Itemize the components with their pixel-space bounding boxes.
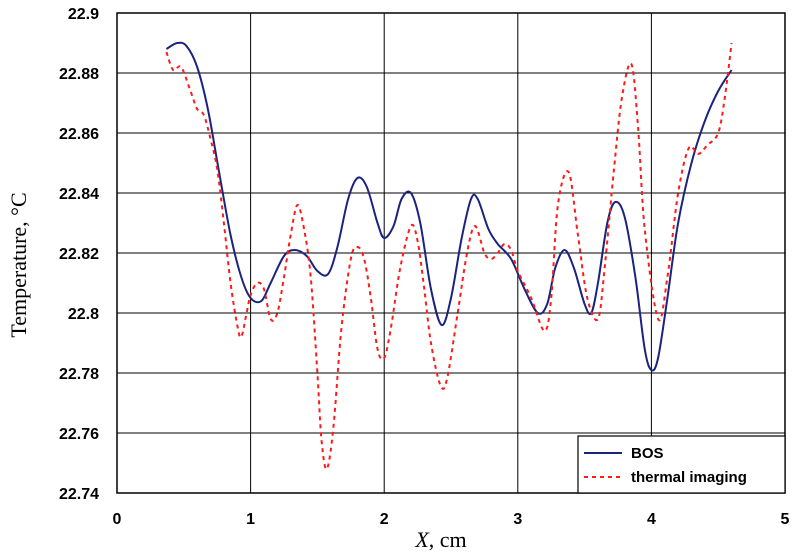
legend-label-bos: BOS — [631, 445, 664, 462]
x-tick-label: 2 — [380, 511, 389, 528]
y-tick-label: 22.9 — [68, 6, 99, 23]
x-tick-label: 0 — [113, 511, 122, 528]
y-tick-label: 22.74 — [59, 486, 99, 503]
x-axis-title: X, cm — [414, 527, 466, 552]
legend-box — [577, 435, 786, 494]
series-line-thermal-imaging — [165, 42, 733, 471]
x-tick-label: 4 — [647, 511, 656, 528]
y-tick-labels: 22.74 22.76 22.78 22.8 22.82 22.84 22.86 22.88 2… — [59, 6, 99, 503]
y-tick-label: 22.86 — [59, 126, 99, 143]
x-tick-labels: 0 1 2 3 4 5 — [113, 511, 790, 528]
y-axis-title: Temperature, °C — [6, 192, 31, 337]
y-tick-label: 22.82 — [59, 246, 99, 263]
y-tick-label: 22.76 — [59, 426, 99, 443]
series-line-bos — [165, 41, 733, 372]
x-tick-label: 5 — [781, 511, 790, 528]
y-tick-label: 22.78 — [59, 366, 99, 383]
x-axis-unit: , cm — [429, 527, 467, 552]
legend: BOS thermal imaging — [577, 435, 786, 494]
x-tick-label: 1 — [246, 511, 255, 528]
series-layer — [165, 41, 733, 471]
y-tick-label: 22.88 — [59, 66, 99, 83]
plot-frame — [116, 12, 786, 494]
x-axis-variable: X — [414, 527, 430, 552]
x-tick-label: 3 — [513, 511, 522, 528]
y-tick-label: 22.84 — [59, 186, 99, 203]
legend-label-thermal-imaging: thermal imaging — [631, 469, 747, 486]
y-tick-label: 22.8 — [68, 306, 99, 323]
